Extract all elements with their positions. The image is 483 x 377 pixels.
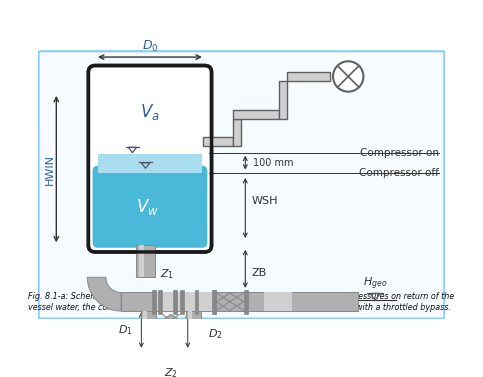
Text: 100 mm: 100 mm	[253, 158, 293, 168]
Text: ZB: ZB	[251, 268, 267, 278]
Bar	[186, 311, 201, 349]
Text: $V_w$: $V_w$	[136, 197, 159, 217]
Polygon shape	[87, 277, 121, 311]
Bar	[233, 110, 279, 119]
Text: $Z_1$: $Z_1$	[160, 267, 174, 280]
Bar	[279, 81, 287, 119]
FancyBboxPatch shape	[88, 66, 212, 252]
Bar	[195, 290, 198, 314]
Bar	[244, 290, 248, 314]
Text: $D_1$: $D_1$	[118, 323, 133, 337]
Bar	[139, 245, 144, 277]
Bar	[188, 311, 192, 349]
Bar	[152, 290, 156, 314]
Text: $D_2$: $D_2$	[208, 327, 223, 341]
Bar	[141, 311, 156, 349]
Text: Compressor on: Compressor on	[360, 148, 440, 158]
Bar	[203, 137, 233, 146]
Bar	[158, 290, 162, 314]
FancyBboxPatch shape	[93, 166, 207, 248]
Bar	[156, 293, 216, 311]
Bar	[264, 293, 292, 311]
Text: Compressor off: Compressor off	[359, 167, 440, 178]
Bar	[248, 293, 358, 311]
Text: HWIN: HWIN	[44, 153, 55, 185]
Bar	[98, 153, 202, 173]
Polygon shape	[216, 293, 243, 311]
Polygon shape	[162, 314, 179, 326]
Bar	[121, 293, 358, 311]
Bar	[180, 290, 184, 314]
Polygon shape	[141, 349, 201, 377]
Bar	[287, 72, 330, 81]
Text: $Z_2$: $Z_2$	[164, 366, 178, 377]
Bar	[143, 311, 146, 349]
Bar	[233, 119, 241, 146]
Text: $V_a$: $V_a$	[140, 102, 160, 122]
Text: WSH: WSH	[251, 196, 278, 206]
Bar	[212, 290, 215, 314]
Bar	[173, 290, 177, 314]
Bar	[213, 290, 216, 314]
Circle shape	[333, 61, 363, 92]
Text: Fig. 8.1-a: Schematic layout of a compressor-type air vessel. To avoid excessive: Fig. 8.1-a: Schematic layout of a compre…	[28, 293, 455, 312]
Text: $D_0$: $D_0$	[142, 39, 158, 54]
FancyBboxPatch shape	[39, 51, 444, 319]
Bar	[136, 245, 155, 277]
Text: $H_{geo}$: $H_{geo}$	[363, 275, 387, 291]
